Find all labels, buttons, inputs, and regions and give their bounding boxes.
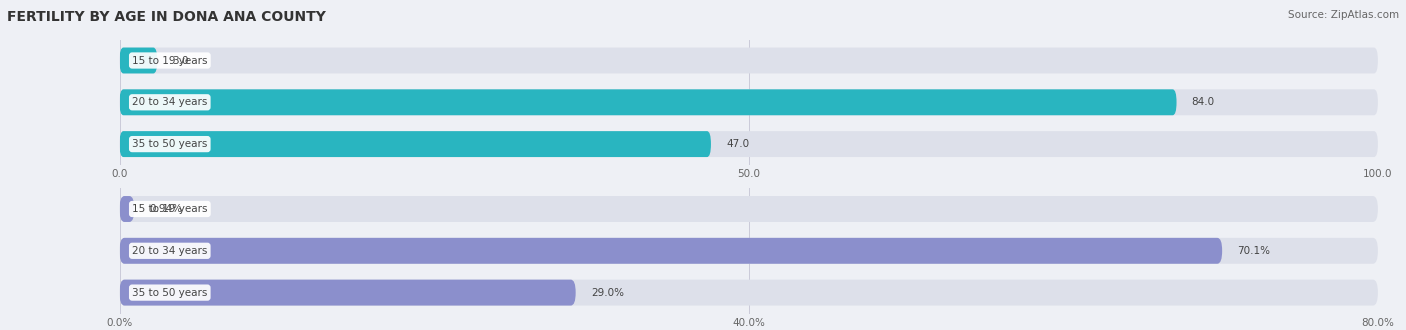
FancyBboxPatch shape [120,238,1222,264]
Text: Source: ZipAtlas.com: Source: ZipAtlas.com [1288,10,1399,20]
Text: 0.94%: 0.94% [149,204,183,214]
FancyBboxPatch shape [120,238,1378,264]
Text: 70.1%: 70.1% [1237,246,1270,256]
FancyBboxPatch shape [120,131,711,157]
FancyBboxPatch shape [120,196,135,222]
Text: 3.0: 3.0 [173,55,188,65]
Text: 20 to 34 years: 20 to 34 years [132,97,208,107]
Text: 47.0: 47.0 [725,139,749,149]
Text: 20 to 34 years: 20 to 34 years [132,246,208,256]
FancyBboxPatch shape [120,89,1378,115]
FancyBboxPatch shape [120,131,1378,157]
FancyBboxPatch shape [120,48,157,74]
FancyBboxPatch shape [120,196,1378,222]
FancyBboxPatch shape [120,280,575,306]
Text: FERTILITY BY AGE IN DONA ANA COUNTY: FERTILITY BY AGE IN DONA ANA COUNTY [7,10,326,24]
Text: 29.0%: 29.0% [591,288,624,298]
Text: 84.0: 84.0 [1192,97,1215,107]
FancyBboxPatch shape [120,48,1378,74]
Text: 35 to 50 years: 35 to 50 years [132,139,208,149]
FancyBboxPatch shape [120,89,1177,115]
Text: 15 to 19 years: 15 to 19 years [132,204,208,214]
FancyBboxPatch shape [120,280,1378,306]
Text: 35 to 50 years: 35 to 50 years [132,288,208,298]
Text: 15 to 19 years: 15 to 19 years [132,55,208,65]
